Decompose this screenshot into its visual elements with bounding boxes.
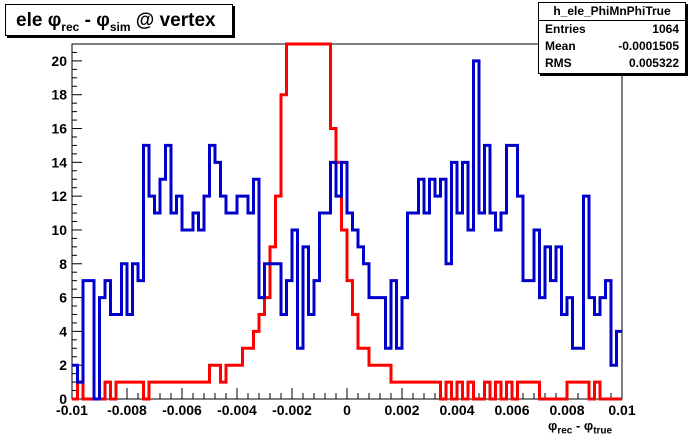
y-tick-label: 2 xyxy=(59,357,67,373)
x-axis-label: φrec - φtrue xyxy=(548,418,612,437)
title-suffix: @ vertex xyxy=(130,10,216,31)
y-tick-label: 0 xyxy=(59,391,67,407)
y-tick-label: 4 xyxy=(59,323,67,339)
stats-row-rms: RMS 0.005322 xyxy=(539,55,685,72)
plot-frame xyxy=(71,43,623,400)
x-tick-label: -0.002 xyxy=(272,402,312,418)
stats-row-entries: Entries 1064 xyxy=(539,21,685,38)
title-mid: - φ xyxy=(79,10,110,31)
y-tick-label: 20 xyxy=(51,53,67,69)
xlabel-phi1: φ xyxy=(548,418,558,433)
x-axis: -0.01 -0.008 -0.006 -0.004 -0.002 0 0.002 0.004… xyxy=(56,388,636,418)
y-tick-label: 8 xyxy=(59,256,67,272)
xlabel-mid: - φ xyxy=(572,418,594,433)
chart-title: ele φrec - φsim @ vertex xyxy=(5,4,233,36)
mean-label: Mean xyxy=(545,39,576,53)
y-tick-label: 16 xyxy=(51,121,67,137)
y-tick-label: 6 xyxy=(59,290,67,306)
rms-value: 0.005322 xyxy=(628,56,679,70)
series-blue-histogram xyxy=(72,59,622,401)
y-tick-label: 12 xyxy=(51,188,67,204)
y-axis: 0 2 4 6 8 10 12 14 16 18 20 xyxy=(51,43,82,407)
x-tick-label: -0.004 xyxy=(217,402,257,418)
mean-value: -0.0001505 xyxy=(618,39,679,53)
y-tick-label: 18 xyxy=(51,87,67,103)
xlabel-sub-true: true xyxy=(593,425,613,437)
entries-label: Entries xyxy=(545,22,586,36)
x-tick-label: 0.002 xyxy=(384,402,419,418)
y-tick-label: 14 xyxy=(51,154,67,170)
x-tick-label: 0.01 xyxy=(608,402,635,418)
x-tick-label: 0.004 xyxy=(439,402,474,418)
y-tick-label: 10 xyxy=(51,222,67,238)
x-tick-label: -0.008 xyxy=(107,402,147,418)
stats-box: h_ele_PhiMnPhiTrue Entries 1064 Mean -0.00… xyxy=(538,2,686,74)
x-tick-label: 0.008 xyxy=(549,402,584,418)
series-red-histogram xyxy=(72,42,622,401)
series-group xyxy=(72,42,622,401)
xlabel-sub-rec: rec xyxy=(557,425,573,437)
title-sub-sim: sim xyxy=(109,19,131,34)
x-tick-label: 0 xyxy=(343,402,351,418)
stats-row-mean: Mean -0.0001505 xyxy=(539,38,685,55)
entries-value: 1064 xyxy=(652,22,679,36)
x-tick-label: -0.006 xyxy=(162,402,202,418)
title-prefix: ele φ xyxy=(16,10,62,31)
x-tick-label: -0.01 xyxy=(56,402,88,418)
title-sub-rec: rec xyxy=(61,19,80,34)
rms-label: RMS xyxy=(545,56,572,70)
x-tick-label: 0.006 xyxy=(494,402,529,418)
stats-histogram-name: h_ele_PhiMnPhiTrue xyxy=(539,3,685,21)
